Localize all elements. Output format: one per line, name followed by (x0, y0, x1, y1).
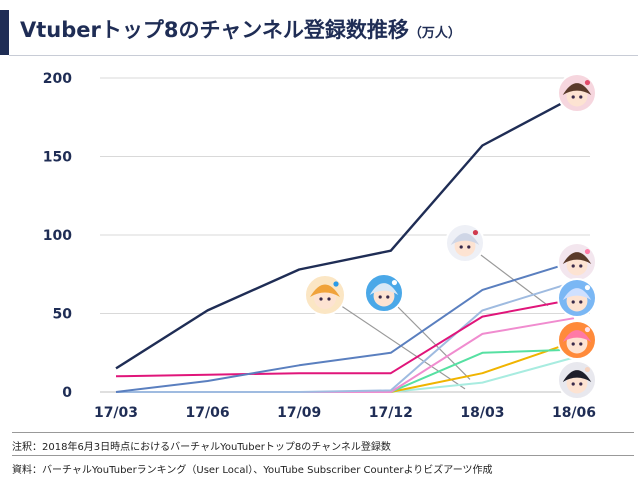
avatar-1-icon (557, 73, 597, 113)
avatar-accessory (584, 284, 591, 291)
avatar-eye-left (571, 300, 575, 304)
avatar-eye-left (378, 295, 382, 299)
y-tick-label: 50 (53, 307, 73, 323)
avatar-accessory (472, 229, 479, 236)
connector-layer (324, 242, 549, 390)
series-line-5 (116, 317, 575, 393)
chart-title-unit: （万人） (408, 26, 461, 41)
avatar-eye-left (571, 342, 575, 346)
avatar-layer (304, 73, 597, 400)
series-line-4 (116, 281, 575, 393)
avatar-hair (562, 330, 592, 342)
x-tick-label: 18/06 (552, 405, 596, 421)
x-tick-label: 18/03 (460, 405, 504, 421)
title-accent-bar (0, 10, 9, 55)
source-text: 資料：バーチャルYouTuberランキング（User Local）、YouTub… (12, 465, 493, 476)
avatar-accessory (584, 326, 591, 333)
avatar-connector-2 (324, 294, 466, 390)
y-tick-label: 0 (62, 385, 72, 401)
note-text: 注釈：2018年6月3日時点におけるバーチャルYouTuberトップ8のチャンネ… (12, 442, 391, 453)
y-tick-label: 150 (43, 150, 72, 166)
title-divider (9, 55, 638, 56)
avatar-6-icon (557, 278, 597, 318)
series-layer (115, 95, 575, 393)
chart-title-main: Vtuberトップ8のチャンネル登録数推移 (20, 18, 409, 42)
avatar-eye-right (579, 342, 583, 346)
line-chart: 0 50 100 150 200 17/03 17/06 17/09 17/12 18/03 18/… (43, 71, 597, 421)
avatar-3-icon (304, 274, 346, 316)
series-line-1 (115, 95, 575, 370)
avatar-hair (310, 284, 340, 297)
tick-layer: 0 50 100 150 200 17/03 17/06 17/09 17/12 18/03 18/… (43, 71, 596, 421)
series-line-6 (116, 348, 575, 393)
avatar-eye-left (571, 382, 575, 386)
avatar-hair (450, 233, 480, 245)
x-tick-label: 17/03 (94, 405, 138, 421)
avatar-accessory (584, 248, 591, 255)
x-tick-label: 17/06 (186, 405, 230, 421)
avatar-accessory (391, 279, 398, 286)
avatar-hair (562, 370, 592, 382)
avatar-8-icon (557, 360, 597, 400)
avatar-eye-right (327, 297, 331, 301)
avatar-eye-right (579, 95, 583, 99)
avatar-eye-right (467, 245, 471, 249)
note-divider-top (12, 432, 634, 433)
y-tick-label: 100 (43, 228, 72, 244)
avatar-hair (369, 283, 399, 295)
avatar-accessory (584, 79, 591, 86)
y-tick-label: 200 (43, 71, 72, 87)
avatar-eye-left (571, 264, 575, 268)
avatar-eye-right (579, 264, 583, 268)
avatar-2-icon (445, 223, 485, 263)
avatar-eye-left (459, 245, 463, 249)
avatar-eye-right (579, 382, 583, 386)
avatar-eye-left (319, 297, 323, 301)
note-divider-middle (12, 455, 634, 456)
avatar-hair (562, 252, 592, 264)
series-line-2 (115, 260, 575, 393)
x-tick-label: 17/09 (277, 405, 321, 421)
avatar-hair (562, 83, 592, 95)
grid-layer (100, 77, 590, 393)
avatar-eye-right (579, 300, 583, 304)
avatar-5-icon (557, 242, 597, 282)
avatar-accessory (333, 281, 339, 287)
avatar-4-icon (364, 273, 404, 313)
avatar-eye-left (571, 95, 575, 99)
chart-title: Vtuberトップ8のチャンネル登録数推移（万人） (20, 14, 461, 44)
series-line-3 (115, 298, 575, 378)
avatar-accessory (584, 366, 591, 373)
avatar-hair (562, 288, 592, 300)
avatar-7-icon (557, 320, 597, 360)
avatar-eye-right (386, 295, 390, 299)
x-tick-label: 17/12 (369, 405, 413, 421)
